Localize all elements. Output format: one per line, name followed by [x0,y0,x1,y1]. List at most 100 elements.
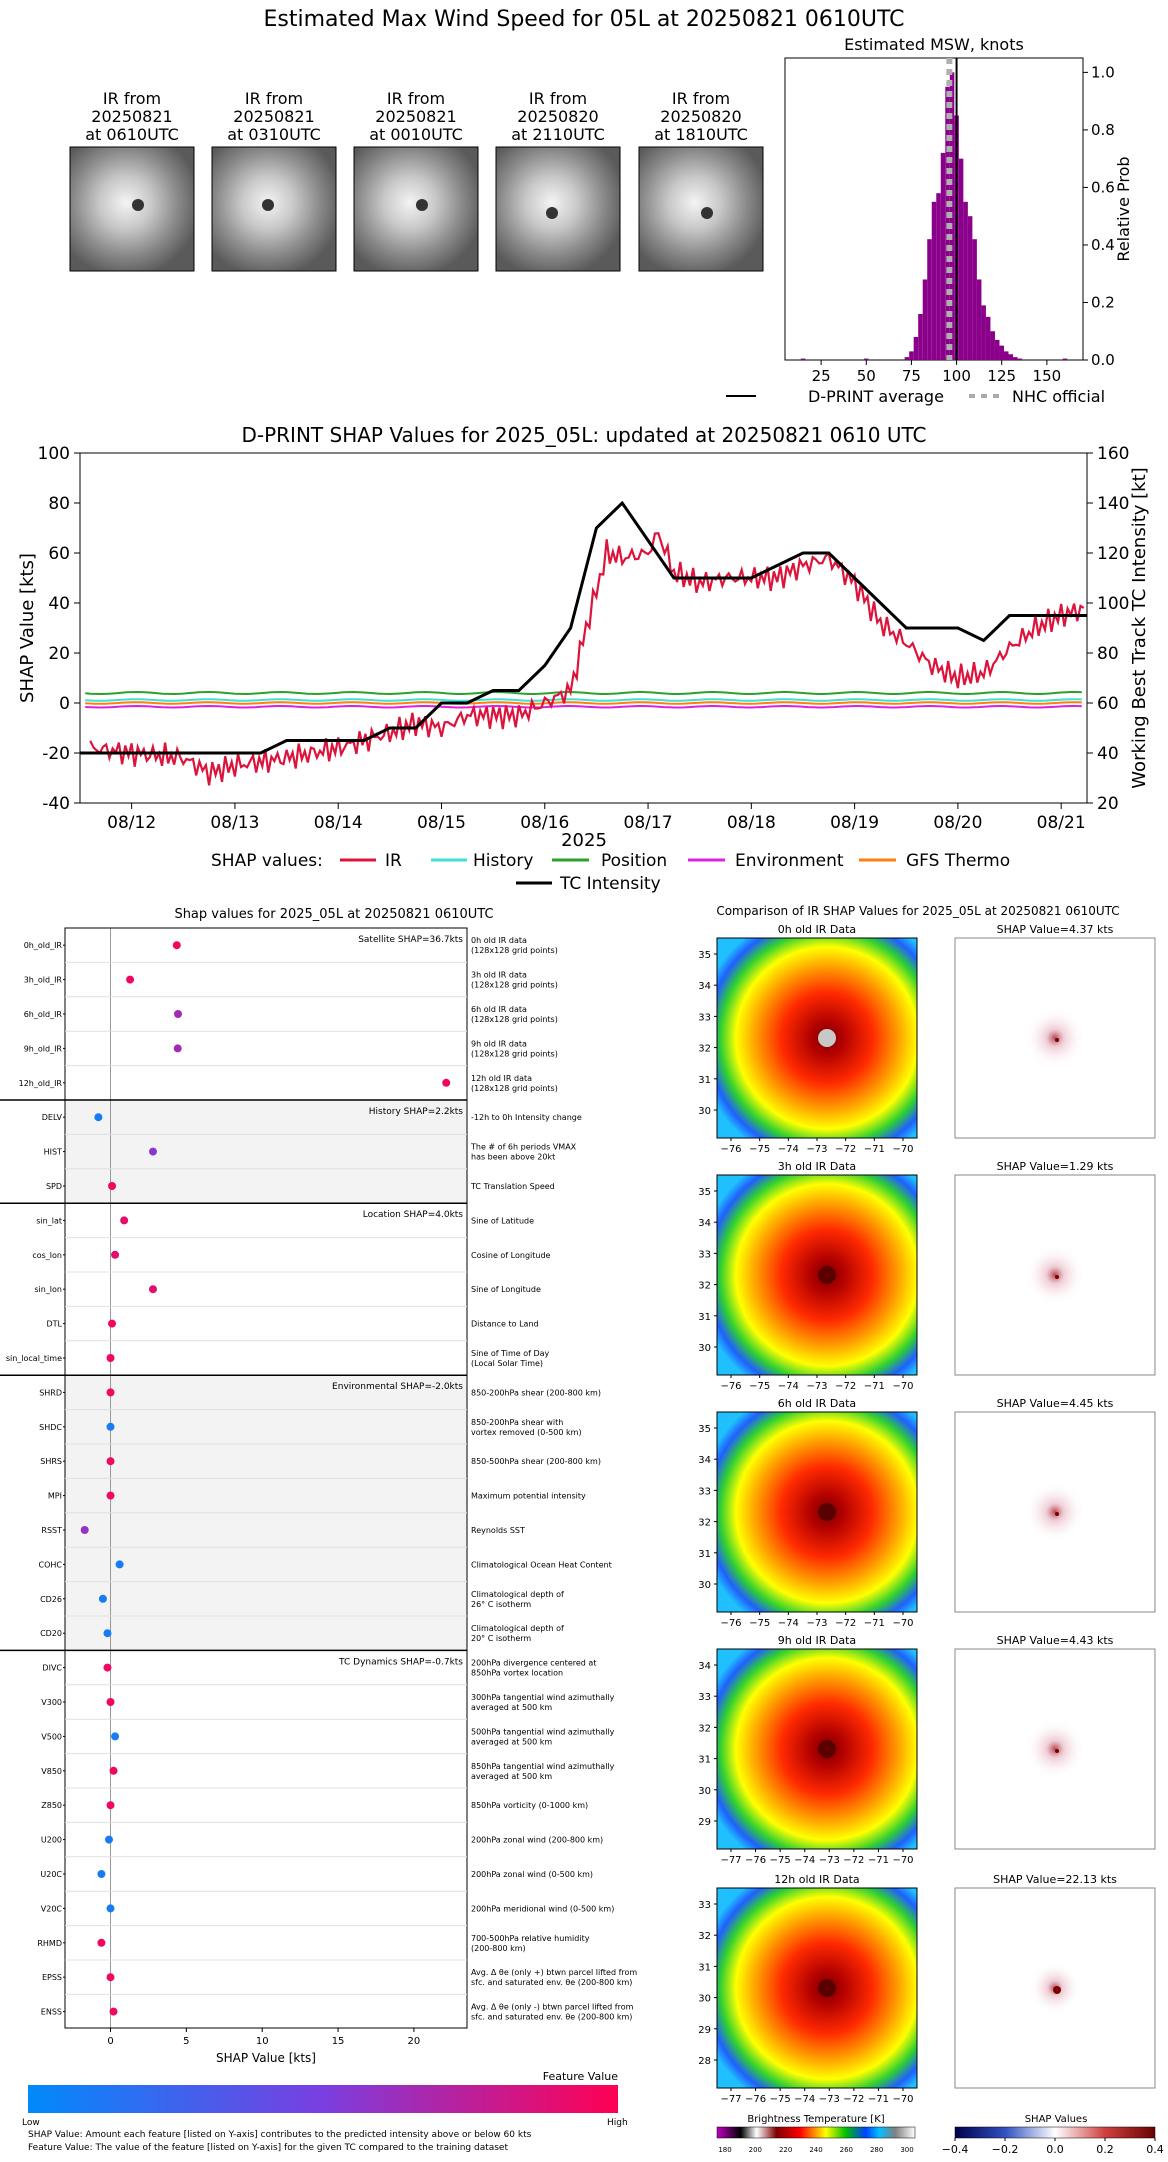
brightness-tick-label: 300 [900,2146,913,2154]
feature-shap-point [106,1801,115,1810]
feature-description: Sine of Time of Day [471,1349,550,1358]
feature-shap-point [109,1766,118,1775]
feature-name: cos_lon [32,1251,62,1260]
y-tick-label: 28 [698,2056,711,2067]
group-title: TC Dynamics SHAP=-0.7kts [338,1657,463,1667]
feature-name: 0h_old_IR [24,941,63,950]
y-tick-label: 33 [698,1249,711,1260]
x-tick-label: −72 [843,2094,864,2105]
histogram-bar [864,358,869,360]
y-tick-label: 35 [698,1187,711,1198]
feature-name: DELV [42,1113,63,1122]
shap-core [1055,1512,1059,1516]
brightness-tick-label: 260 [840,2146,853,2154]
histogram-bar [972,239,977,360]
shap-colorbar-tick-label: 0.4 [1146,2143,1164,2156]
feature-xlabel: SHAP Value [kts] [216,2051,316,2065]
feature-description: Avg. Δ θe (only +) btwn parcel lifted fr… [471,1968,637,1977]
feature-description: -12h to 0h Intensity change [471,1113,582,1122]
legend-tc-label: TC Intensity [559,874,661,894]
shap-core [1053,1986,1061,1994]
x-tick-label: 125 [987,367,1016,385]
feature-name: 9h_old_IR [24,1044,63,1053]
group-title: History SHAP=2.2kts [369,1107,464,1117]
y-tick-label: 0.4 [1091,236,1115,254]
y-tick-label: 100 [38,444,70,464]
shap-colorbar-tick-label: −0.4 [942,2143,969,2156]
feature-shap-point [106,1973,115,1982]
thumb-label-line1: IR from [672,89,730,108]
ir-panel-title: 6h old IR Data [778,1397,856,1410]
x-tick-label: −70 [892,1618,913,1629]
ir-colored-image [716,937,918,1139]
x-tick-label: −71 [868,2094,889,2105]
shap-core [1055,1038,1059,1042]
note-shap: SHAP Value: Amount each feature [listed … [28,2130,532,2140]
storm-eye [132,199,144,211]
feature-shap-point [106,1457,115,1466]
feature-value-colorbar [28,2085,618,2113]
group-shade [65,1100,467,1204]
feature-name: CD26 [40,1595,62,1604]
y-tick-label: 31 [698,1312,711,1323]
feature-name: 3h_old_IR [24,976,63,985]
feature-shap-point [98,1594,107,1603]
shap-hotspot [1025,1719,1085,1779]
x-tick-label: −77 [720,2094,741,2105]
ir-thumbnail-image [638,146,764,272]
feature-shap-point [103,1629,112,1638]
feature-name: DIVC [42,1664,62,1673]
x-tick-label: 10 [256,2036,269,2047]
ir-thumbnail-image [211,146,337,272]
x-tick-label: −76 [720,1144,741,1155]
thumb-label-line2: 20250821 [91,107,172,126]
y-tick-label: 0 [59,694,70,714]
ir-colored-image [716,1648,918,1850]
y-tick-label: 32 [698,1931,711,1942]
feature-name: V850 [41,1767,62,1776]
tc-intensity-line [80,500,1087,755]
brightness-colorbar-title: Brightness Temperature [K] [747,2114,884,2125]
x-tick-label: 100 [942,367,971,385]
x-tick-label: −74 [778,1144,799,1155]
histogram-bar [940,152,946,360]
x-tick-label: −74 [778,1381,799,1392]
feature-shap-point [106,1354,115,1362]
shap-time-series: D-PRINT SHAP Values for 2025_05L: update… [17,423,1150,894]
group-title: Satellite SHAP=36.7kts [358,935,463,945]
x-tick-label: −73 [806,1144,827,1155]
feature-name: DTL [46,1320,62,1329]
shap-colorbar-tick-label: −0.2 [992,2143,1019,2156]
x-tick-label: −73 [806,1618,827,1629]
feature-shap-point [106,1904,115,1913]
feature-name: RSST [41,1526,62,1535]
ir-thumbnail-image [495,146,621,272]
histogram-bar [994,339,1000,360]
feature-description: Climatological Ocean Heat Content [471,1560,612,1569]
feature-description: 200hPa divergence centered at [471,1659,596,1668]
feature-description: 850-200hPa shear with [471,1418,563,1427]
x-tick-label: 0 [107,2036,113,2047]
group-title: Environmental SHAP=-2.0kts [332,1382,463,1392]
feature-panel-title: Shap values for 2025_05L at 20250821 061… [174,907,493,922]
feature-name: COHC [39,1560,63,1569]
feature-description: 300hPa tangential wind azimuthally [471,1693,615,1702]
feature-name: EPSS [42,1973,62,1982]
ir-thumbnail-image [69,146,195,272]
x-tick-label: −76 [745,1855,766,1866]
feature-description-2: (128x128 grid points) [471,946,558,955]
feature-description: 0h old IR data [471,936,527,945]
feature-description-2: averaged at 500 km [471,1772,552,1781]
feature-name: Z850 [41,1801,62,1810]
x-tick-label: −76 [720,1618,741,1629]
x-tick-label: 20 [408,2036,421,2047]
feature-description: Avg. Δ θe (only -) btwn parcel lifted fr… [471,2003,634,2012]
feature-value-low: Low [22,2118,40,2128]
feature-name: sin_local_time [6,1354,62,1363]
shap-hotspot [1025,1482,1085,1542]
histogram-bar [922,279,928,360]
x-tick-label: −73 [806,1381,827,1392]
feature-name: 12h_old_IR [19,1079,63,1088]
x-tick-label: −75 [770,2094,791,2105]
